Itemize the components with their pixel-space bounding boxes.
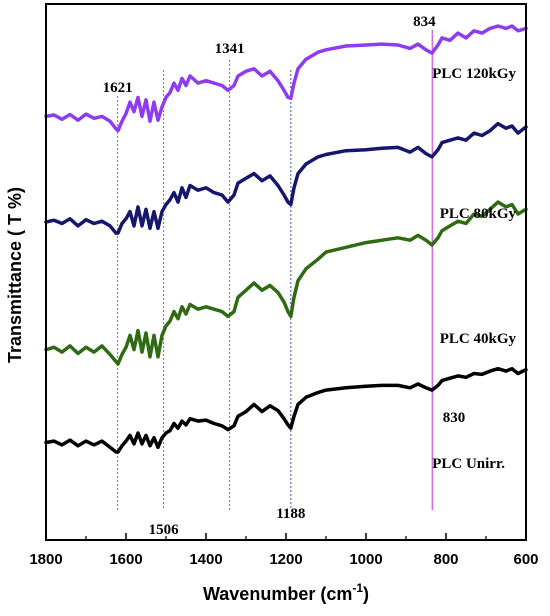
x-tick-label-1800: 1800: [29, 551, 62, 568]
series-label-3: PLC Unirr.: [432, 456, 505, 472]
series-line-3: [44, 366, 528, 454]
x-tick-label-600: 600: [513, 551, 538, 568]
reference-lines: [117, 30, 434, 510]
x-tick-label-800: 800: [433, 551, 458, 568]
series-line-0: [44, 24, 528, 133]
series-label-1: PLC 80kGy: [440, 206, 517, 222]
annotation-830: 830: [443, 410, 466, 426]
series-line-1: [44, 121, 528, 235]
annotation-1506: 1506: [149, 522, 180, 538]
annotation-1341: 1341: [215, 41, 245, 57]
series-labels: PLC 120kGy PLC 80kGy PLC 40kGy PLC Unirr.: [432, 66, 516, 472]
annotation-834: 834: [413, 14, 436, 30]
series-line-2: [44, 200, 528, 366]
spectra: [44, 24, 528, 454]
series-label-2: PLC 40kGy: [440, 331, 517, 347]
x-tick-label-1000: 1000: [349, 551, 382, 568]
x-axis-title: Wavenumber (cm-1): [203, 581, 369, 604]
annotation-1621: 1621: [103, 80, 133, 96]
y-axis-title: Transmittance ( T %): [5, 187, 25, 363]
series-label-0: PLC 120kGy: [432, 66, 516, 82]
x-tick-label-1200: 1200: [269, 551, 302, 568]
x-axis-ticks: 1800 1600 1400 1200 1000 800 600: [29, 533, 539, 568]
annotation-1188: 1188: [276, 506, 305, 522]
x-tick-label-1400: 1400: [189, 551, 222, 568]
x-tick-label-1600: 1600: [109, 551, 142, 568]
peak-annotations: 1621 1506 1341 1188 834 830: [103, 14, 466, 538]
